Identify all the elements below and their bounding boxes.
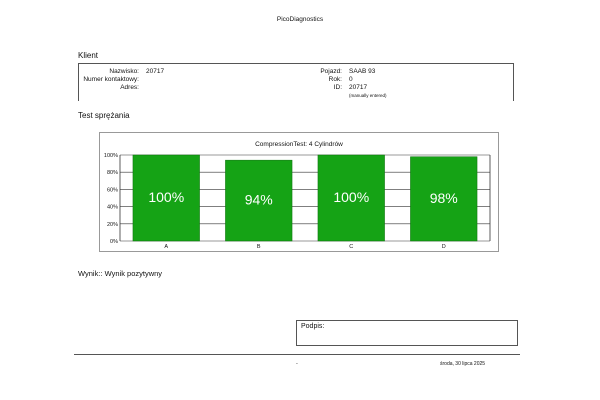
bar-data-label: 100% <box>333 189 369 205</box>
surname-label: Nazwisko: <box>109 68 139 75</box>
id-label: ID: <box>333 84 342 91</box>
client-heading: Klient <box>78 51 99 60</box>
client-box <box>78 63 514 101</box>
signature-box <box>296 320 518 346</box>
contact-label: Numer kontaktowy: <box>83 76 139 83</box>
id-value: 20717 <box>349 84 368 91</box>
compression-chart: 0% 20% 40% 60% 80% 100% 100% A 94% B 100% C 98% D <box>104 153 491 250</box>
x-tick-label: B <box>257 244 261 250</box>
bar-c <box>317 154 385 242</box>
footer-date: środa, 30 lipca 2025 <box>440 361 486 367</box>
address-label: Adres: <box>120 84 139 91</box>
year-label: Rok: <box>328 76 342 83</box>
y-tick-label: 20% <box>107 222 118 228</box>
bar-data-label: 94% <box>245 192 273 208</box>
y-tick-label: 100% <box>104 153 118 159</box>
x-tick-label: D <box>442 244 446 250</box>
bar-a <box>132 154 200 242</box>
x-tick-label: A <box>164 244 168 250</box>
surname-value: 20717 <box>146 68 165 75</box>
app-title: PicoDiagnostics <box>276 16 324 23</box>
result-text: Wynik:: Wynik pozytywny <box>78 269 163 278</box>
bar-data-label: 100% <box>148 189 184 205</box>
chart-title: CompressionTest: 4 Cylindrów <box>255 141 343 148</box>
bar-d <box>410 156 478 242</box>
bar-data-label: 98% <box>430 190 458 206</box>
vehicle-label: Pojazd: <box>320 68 342 75</box>
y-tick-label: 80% <box>107 170 118 176</box>
bar-b <box>225 159 293 242</box>
y-tick-label: 60% <box>107 187 118 193</box>
test-heading: Test sprężania <box>78 111 130 120</box>
id-note: (manually entered) <box>349 93 387 98</box>
x-tick-label: C <box>349 244 353 250</box>
vehicle-value: SAAB 93 <box>349 68 376 75</box>
y-tick-label: 0% <box>110 239 118 245</box>
y-tick-label: 40% <box>107 205 118 211</box>
year-value: 0 <box>349 76 353 83</box>
footer-divider <box>74 354 520 355</box>
footer-dash: - <box>296 361 298 367</box>
signature-label: Podpis: <box>301 323 325 330</box>
